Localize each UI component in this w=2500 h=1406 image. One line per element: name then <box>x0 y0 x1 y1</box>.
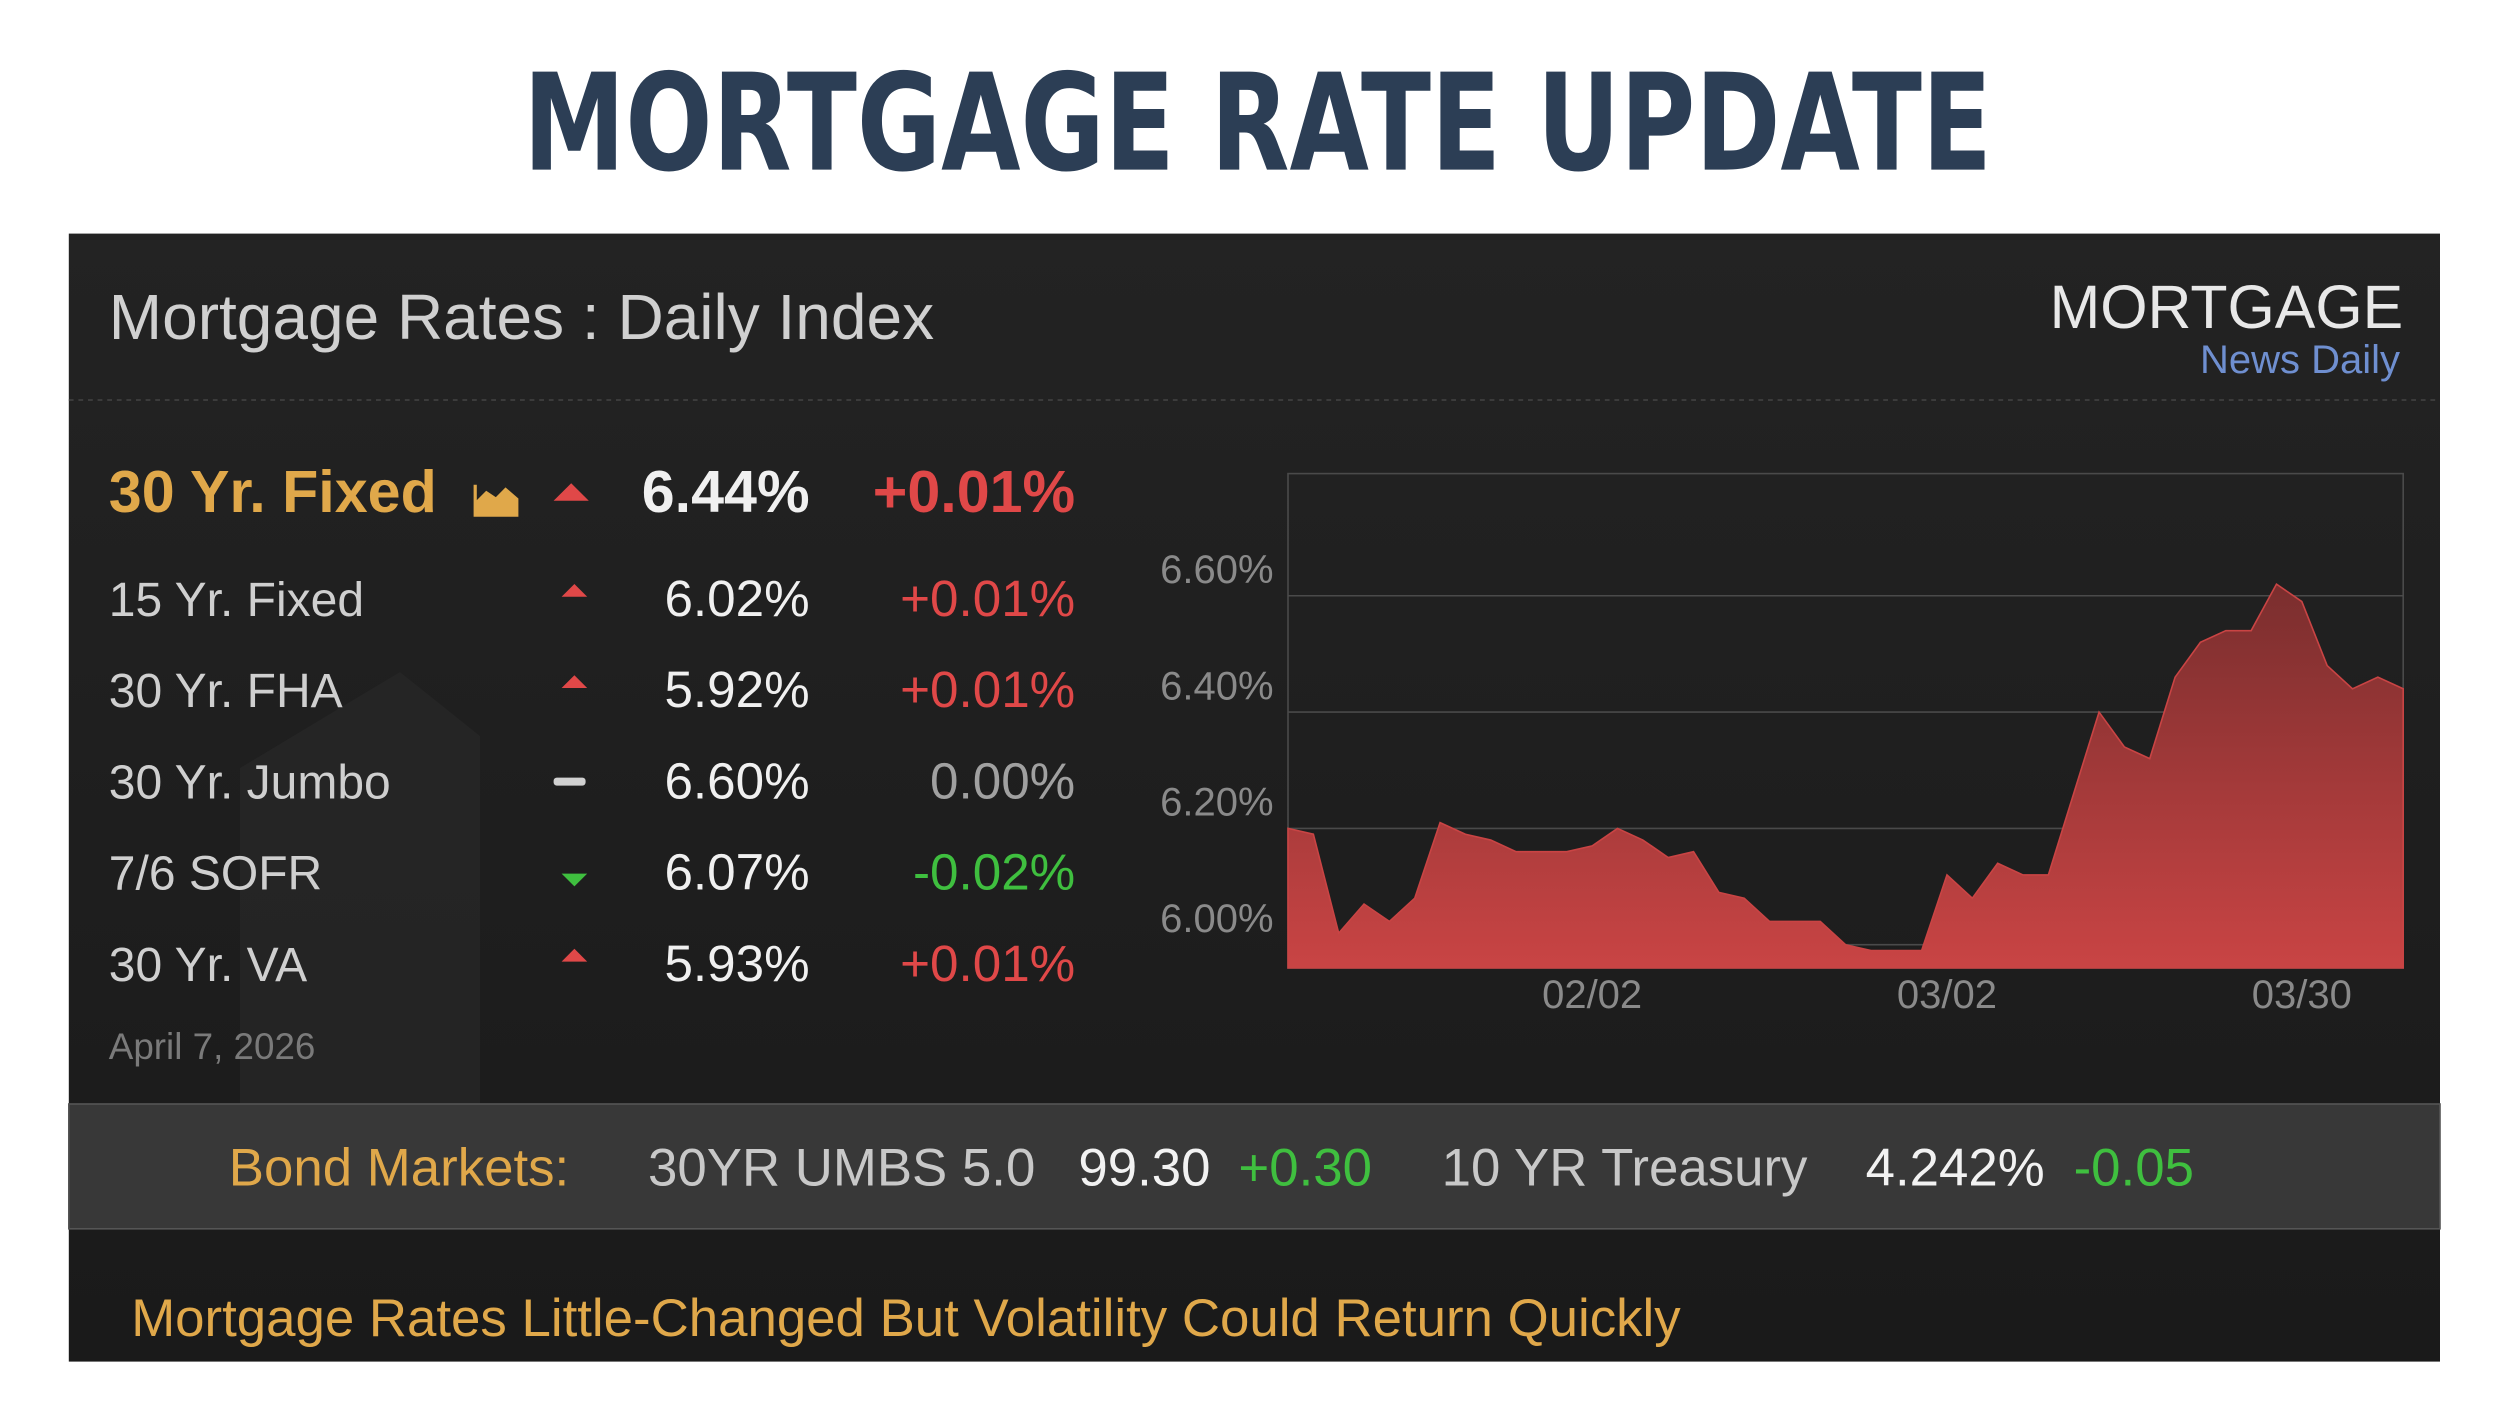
rate-change: +0.01% <box>900 935 1075 992</box>
bond-name: 10 YR Treasury <box>1442 1139 1808 1198</box>
bond-price: 4.242% <box>1866 1139 2045 1198</box>
rate-change: +0.01% <box>900 661 1075 718</box>
y-tick-label: 6.40% <box>1160 664 1273 708</box>
trend-down <box>561 873 588 887</box>
rate-value: 6.60% <box>664 752 809 809</box>
rate-name: 30 Yr. FHA <box>109 665 343 718</box>
bond-name: 30YR UMBS 5.0 <box>648 1139 1035 1198</box>
rate-value: 6.02% <box>664 570 809 627</box>
headline[interactable]: Mortgage Rates Little-Changed But Volati… <box>131 1289 1681 1348</box>
rate-change: -0.02% <box>913 844 1075 901</box>
logo: MORTGAGE <box>2050 273 2404 341</box>
bond-change: -0.05 <box>2074 1139 2194 1198</box>
logo-sub: News Daily <box>2200 338 2400 382</box>
widget-title: Mortgage Rates : Daily Index <box>109 281 934 353</box>
date: April 7, 2026 <box>109 1026 316 1067</box>
x-tick-label: 03/02 <box>1897 973 1997 1017</box>
trend-up <box>561 584 588 597</box>
bond-bar <box>68 1103 2441 1230</box>
trend-up <box>561 948 588 962</box>
y-tick-label: 6.60% <box>1160 548 1273 592</box>
bond-price: 99.30 <box>1078 1139 1210 1198</box>
bond-label: Bond Markets: <box>229 1139 569 1198</box>
chart-icon <box>473 484 519 517</box>
rate-value: 5.92% <box>664 661 809 718</box>
rate-change: +0.01% <box>900 570 1075 627</box>
trend-flat <box>553 777 586 786</box>
bond-change: +0.30 <box>1238 1139 1372 1198</box>
chart: 6.00% 6.20% 6.40% 6.60% 02/02 03/02 03/30 <box>1160 472 2404 1017</box>
rate-name: 30 Yr. Jumbo <box>109 756 391 809</box>
rate-change: +0.01% <box>873 458 1075 525</box>
rate-name: 30 Yr. VA <box>109 939 307 992</box>
x-tick-label: 02/02 <box>1542 973 1642 1017</box>
area <box>1287 582 2404 969</box>
page-title: MORTGAGE RATE UPDATE <box>523 45 1992 202</box>
rate-name: 15 Yr. Fixed <box>109 574 364 627</box>
y-tick-label: 6.20% <box>1160 781 1273 825</box>
trend-up <box>561 675 588 688</box>
rate-name: 7/6 SOFR <box>109 848 322 901</box>
rate-change: 0.00% <box>930 752 1075 809</box>
x-tick-label: 03/30 <box>2252 973 2352 1017</box>
rate-value: 6.44% <box>642 458 810 525</box>
house-silhouette <box>240 672 480 1120</box>
trend-up <box>553 483 589 501</box>
rate-value: 6.07% <box>664 844 809 901</box>
y-tick-label: 6.00% <box>1160 897 1273 941</box>
rate-name: 30 Yr. Fixed <box>109 458 437 525</box>
rate-value: 5.93% <box>664 935 809 992</box>
